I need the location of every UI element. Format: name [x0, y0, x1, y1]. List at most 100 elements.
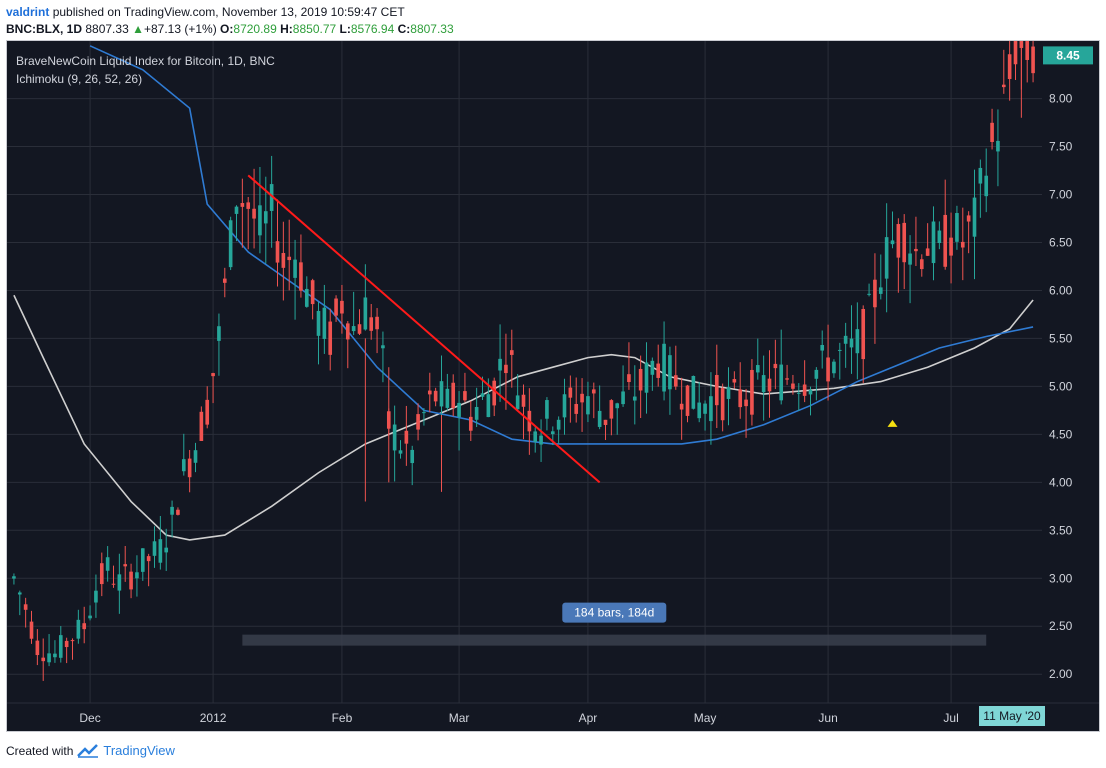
candle-body [416, 414, 420, 430]
candle [58, 626, 63, 663]
candle [41, 638, 46, 681]
candle-body [750, 369, 754, 415]
candle-body [53, 653, 57, 658]
trendline-segment [247, 174, 601, 484]
candle [170, 500, 174, 538]
price-tick-label: 3.00 [1049, 571, 1073, 585]
candle [211, 372, 215, 404]
candle [316, 301, 321, 365]
candle-body [603, 419, 608, 425]
candle [275, 199, 280, 287]
candle-body [679, 403, 684, 410]
price-tick-label: 8.00 [1049, 92, 1073, 106]
candle-body [562, 394, 567, 418]
candle [808, 386, 813, 416]
candle [310, 278, 315, 320]
candle-body [316, 310, 321, 336]
candle [539, 419, 543, 462]
candle [357, 309, 362, 336]
close-label: C: [397, 22, 411, 36]
candle-body [691, 375, 696, 409]
range-band [242, 634, 987, 646]
candle [234, 205, 239, 242]
candle-body [135, 572, 139, 579]
candle-body [146, 556, 151, 562]
price-chart[interactable]: 184 bars, 184d 8.00 7.50 7.00 6.50 6.00 5.50 5… [7, 41, 1099, 731]
candle [351, 291, 356, 336]
candle-body [433, 390, 438, 402]
candle [135, 555, 139, 597]
candle-body [474, 406, 479, 420]
candle [252, 168, 256, 249]
candle-body [720, 388, 725, 421]
published-text: published on TradingView.com, November 1… [52, 5, 405, 19]
candle [533, 427, 538, 453]
candle-body [878, 287, 883, 294]
candle-body [855, 329, 860, 354]
candle [814, 367, 819, 401]
candle-body [937, 230, 942, 244]
candle [228, 216, 233, 271]
candle-body [304, 288, 309, 307]
candle-body [509, 350, 514, 355]
author-link[interactable]: valdrint [6, 5, 50, 19]
price-axis-pane [1042, 41, 1099, 731]
publish-line: valdrint published on TradingView.com, N… [6, 5, 405, 19]
candle-body [621, 391, 625, 405]
candle [217, 313, 221, 376]
candle-body [925, 248, 930, 256]
candle [603, 419, 608, 440]
candle [299, 234, 303, 298]
candle-body [761, 375, 766, 393]
candle-body [205, 399, 210, 425]
tradingview-brand[interactable]: TradingView [103, 743, 175, 758]
candle-body [820, 344, 825, 351]
candle-body [1001, 84, 1006, 88]
candle [47, 634, 51, 667]
candle-body [668, 355, 672, 390]
crosshair-date-tag: 11 May '20 [979, 706, 1045, 726]
candle [222, 267, 227, 298]
candle-body [334, 298, 338, 316]
candle [515, 373, 520, 412]
candle [246, 196, 251, 250]
candle [826, 324, 830, 401]
trendline[interactable] [247, 174, 601, 484]
candle [445, 373, 450, 411]
candle-body [398, 450, 403, 454]
candle-body [117, 574, 122, 591]
time-tick-label: 2012 [200, 711, 227, 725]
candle-body [591, 389, 596, 394]
candle [873, 253, 877, 344]
candle-body [170, 506, 174, 515]
candle-body [949, 237, 953, 256]
candle-body [1031, 46, 1035, 74]
candle-body [966, 215, 971, 222]
candle [64, 637, 69, 664]
candle [123, 546, 128, 582]
date-tag-box [979, 706, 1045, 726]
candle-body [779, 364, 784, 401]
up-arrow-icon [887, 419, 898, 427]
high-label: H: [280, 22, 293, 36]
candle-body [896, 224, 901, 258]
candle [966, 211, 971, 254]
candle [1007, 41, 1012, 101]
candle [404, 405, 409, 466]
candle-body [943, 214, 948, 267]
price-tick-label: 6.00 [1049, 283, 1073, 297]
candle [955, 205, 959, 250]
candle-body [791, 383, 795, 389]
candle [902, 214, 907, 290]
created-with-label: Created with [6, 743, 74, 758]
candle-body [486, 394, 491, 418]
candle-body [76, 619, 81, 639]
candle-body [755, 365, 760, 373]
candle [498, 324, 502, 402]
candle-body [861, 308, 866, 360]
candle [1031, 41, 1035, 83]
senkou-span-polyline [13, 294, 1034, 541]
candle-body [908, 253, 912, 265]
candle-body [996, 140, 1000, 152]
date-range-measure[interactable]: 184 bars, 184d [242, 602, 987, 646]
